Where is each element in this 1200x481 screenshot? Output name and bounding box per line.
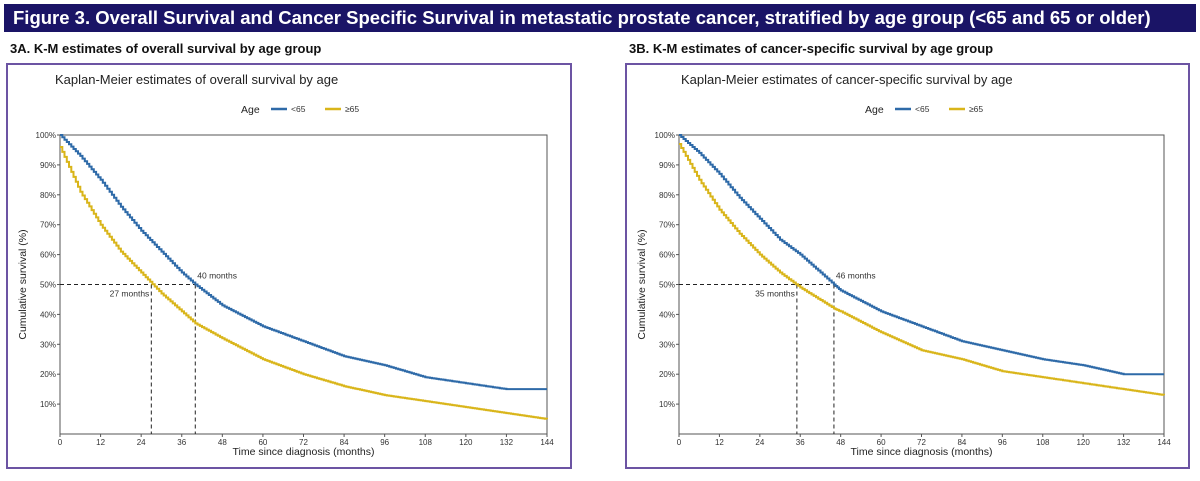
x-tick-label: 12	[96, 438, 105, 447]
y-tick-label: 20%	[40, 370, 56, 379]
y-tick-label: 40%	[40, 310, 56, 319]
survival-curve-under-65	[60, 134, 547, 391]
x-tick-label: 72	[917, 438, 926, 447]
y-tick-label: 50%	[40, 281, 56, 290]
y-tick-label: 40%	[659, 310, 675, 319]
chart-panel-overall-survival: Kaplan-Meier estimates of overall surviv…	[6, 63, 572, 469]
legend-label-over-65: ≥65	[345, 104, 359, 114]
legend-label-under-65: <65	[915, 104, 930, 114]
median-annotation-label: 35 months	[755, 289, 795, 299]
figure-title-banner: Figure 3. Overall Survival and Cancer Sp…	[4, 4, 1196, 32]
legend-label-over-65: ≥65	[969, 104, 983, 114]
survival-curve-under-65	[679, 134, 1164, 376]
y-tick-label: 60%	[659, 251, 675, 260]
x-tick-label: 36	[796, 438, 805, 447]
legend-title: Age	[241, 104, 260, 116]
y-tick-label: 30%	[40, 340, 56, 349]
x-axis-label: Time since diagnosis (months)	[233, 446, 375, 458]
x-tick-label: 120	[459, 438, 473, 447]
x-tick-label: 132	[500, 438, 514, 447]
survival-curve-over-65	[679, 143, 1165, 396]
chart-panel-cancer-specific-survival: Kaplan-Meier estimates of cancer-specifi…	[625, 63, 1190, 469]
y-tick-label: 20%	[659, 370, 675, 379]
survival-curve-over-65	[60, 146, 548, 420]
y-tick-label: 90%	[40, 161, 56, 170]
km-chart-overall-survival: Kaplan-Meier estimates of overall surviv…	[17, 72, 554, 458]
chart-title: Kaplan-Meier estimates of overall surviv…	[55, 72, 338, 87]
km-chart-cancer-specific-survival: Kaplan-Meier estimates of cancer-specifi…	[636, 72, 1171, 458]
x-tick-label: 0	[58, 438, 63, 447]
y-tick-label: 10%	[659, 400, 675, 409]
x-tick-label: 24	[137, 438, 146, 447]
x-tick-label: 12	[715, 438, 724, 447]
y-tick-label: 90%	[659, 161, 675, 170]
x-tick-label: 0	[677, 438, 682, 447]
legend-label-under-65: <65	[291, 104, 306, 114]
x-tick-label: 144	[540, 438, 554, 447]
y-axis-label: Cumulative survival (%)	[636, 229, 648, 339]
x-tick-label: 36	[177, 438, 186, 447]
x-tick-label: 144	[1157, 438, 1171, 447]
x-tick-label: 72	[299, 438, 308, 447]
x-tick-label: 24	[755, 438, 764, 447]
y-axis-label: Cumulative survival (%)	[17, 229, 29, 339]
x-tick-label: 108	[1036, 438, 1050, 447]
y-tick-label: 80%	[659, 191, 675, 200]
panel-label-3a: 3A. K-M estimates of overall survival by…	[10, 41, 322, 56]
x-tick-label: 120	[1076, 438, 1090, 447]
y-tick-label: 70%	[40, 221, 56, 230]
y-tick-label: 100%	[655, 131, 675, 140]
chart-title: Kaplan-Meier estimates of cancer-specifi…	[681, 72, 1013, 87]
legend-title: Age	[865, 104, 884, 116]
median-annotation-label: 27 months	[110, 289, 150, 299]
x-tick-label: 84	[340, 438, 349, 447]
x-tick-label: 96	[998, 438, 1007, 447]
y-tick-label: 80%	[40, 191, 56, 200]
x-tick-label: 108	[419, 438, 433, 447]
median-annotation-label: 46 months	[836, 271, 876, 281]
x-tick-label: 96	[380, 438, 389, 447]
y-tick-label: 30%	[659, 340, 675, 349]
y-tick-label: 60%	[40, 251, 56, 260]
x-tick-label: 132	[1117, 438, 1131, 447]
x-tick-label: 48	[836, 438, 845, 447]
y-tick-label: 70%	[659, 221, 675, 230]
y-tick-label: 50%	[659, 281, 675, 290]
y-tick-label: 10%	[40, 400, 56, 409]
x-tick-label: 60	[877, 438, 886, 447]
x-axis-label: Time since diagnosis (months)	[851, 446, 993, 458]
x-tick-label: 48	[218, 438, 227, 447]
y-tick-label: 100%	[36, 131, 56, 140]
panel-label-3b: 3B. K-M estimates of cancer-specific sur…	[629, 41, 994, 56]
x-tick-label: 84	[957, 438, 966, 447]
median-annotation-label: 40 months	[197, 271, 237, 281]
x-tick-label: 60	[258, 438, 267, 447]
